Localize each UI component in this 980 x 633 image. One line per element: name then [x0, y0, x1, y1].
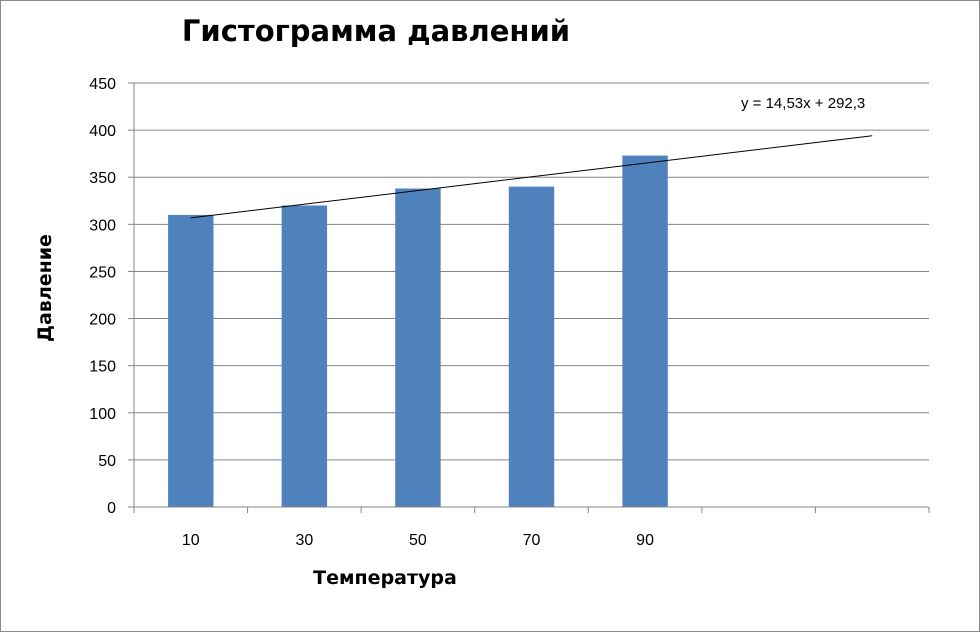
y-tick-label: 0 — [107, 500, 116, 517]
y-tick-label: 350 — [89, 170, 116, 187]
bar — [281, 205, 328, 507]
y-tick-label: 50 — [98, 453, 116, 470]
y-tick-label: 300 — [89, 217, 116, 234]
x-tick-label: 70 — [523, 532, 541, 549]
chart-title: Гистограмма давлений — [182, 14, 570, 48]
y-tick-label: 150 — [89, 359, 116, 376]
axes: 0 50 100 150 200 250 300 350 400 450 10 30 50 70 90 — [89, 76, 930, 549]
y-tick-label: 400 — [89, 123, 116, 140]
y-axis-title: Давление — [34, 234, 56, 342]
x-tick-label: 30 — [295, 532, 313, 549]
trendline — [190, 135, 873, 219]
y-tick-label: 200 — [89, 312, 116, 329]
bar — [508, 186, 555, 507]
y-tick-label: 100 — [89, 406, 116, 423]
x-tick-label: 50 — [409, 532, 427, 549]
bar — [622, 155, 668, 507]
x-tick-label: 90 — [636, 532, 654, 549]
trendline-equation: y = 14,53x + 292,3 — [741, 95, 865, 112]
x-tick-label: 10 — [182, 532, 200, 549]
x-axis-title: Температура — [313, 567, 457, 589]
bar — [168, 214, 214, 507]
bar — [395, 188, 441, 508]
y-tick-label: 450 — [89, 76, 116, 93]
trendline-line — [190, 135, 873, 219]
y-tick-label: 250 — [89, 264, 116, 281]
bars — [168, 155, 668, 508]
